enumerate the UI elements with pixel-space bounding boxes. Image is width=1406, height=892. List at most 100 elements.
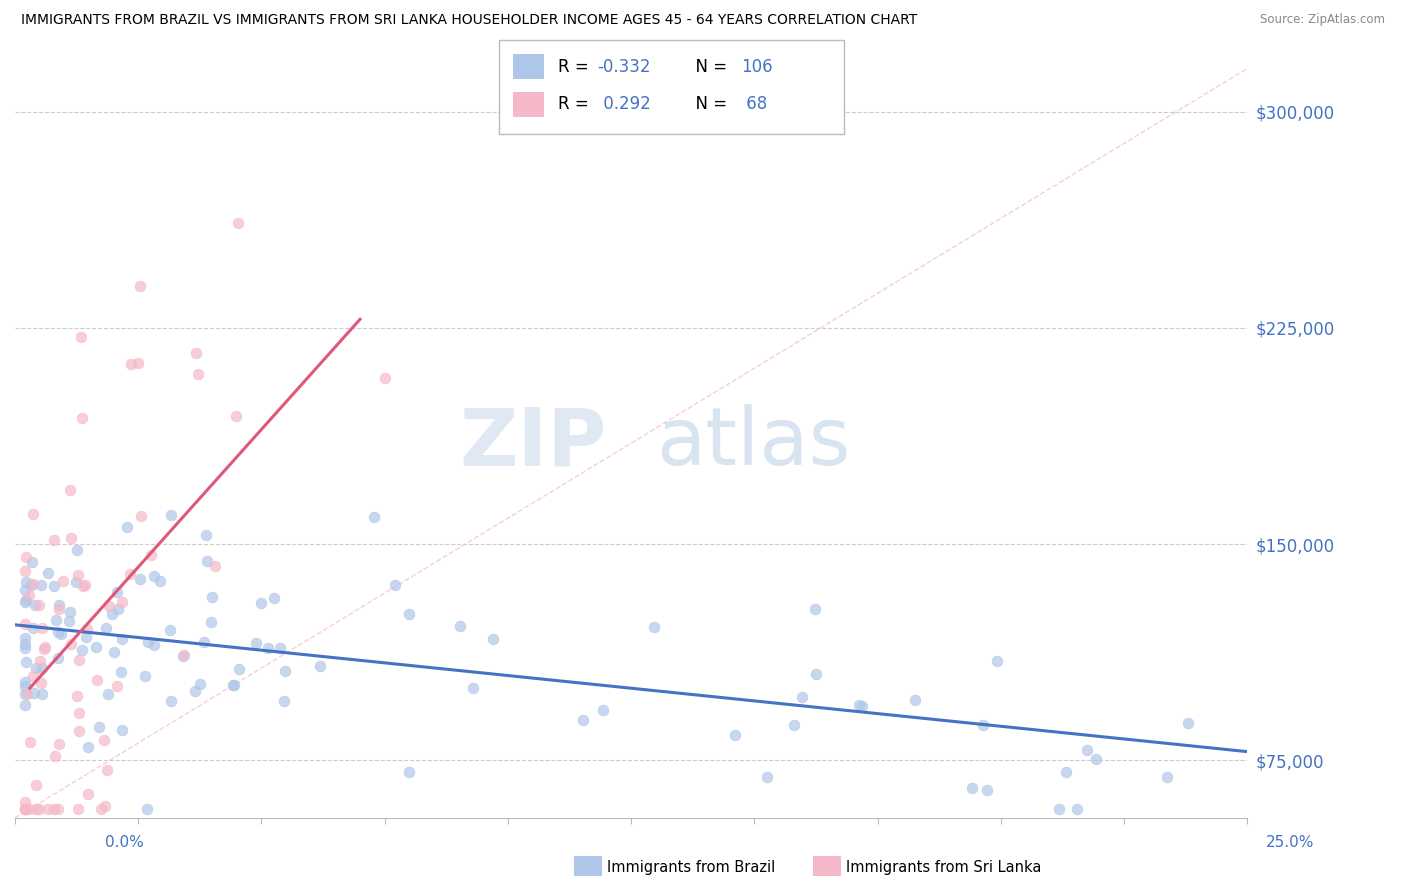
Point [756,770,779,784]
Point [129,279,152,293]
Point [482,632,505,647]
Point [44,749,66,764]
Point [1156,770,1178,784]
Point [187,368,209,382]
Point [59,531,82,545]
Point [184,684,207,698]
Text: 0.292: 0.292 [598,95,651,113]
Point [30,676,52,690]
Point [46,651,69,665]
Point [592,703,614,717]
Point [94,798,117,813]
Point [25,661,48,675]
Point [374,371,396,385]
Point [67,706,90,721]
Point [42,533,65,547]
Point [309,658,332,673]
Text: -0.332: -0.332 [598,58,651,76]
Point [14,595,37,609]
Point [398,607,420,621]
Text: 106: 106 [741,58,772,76]
Point [643,620,665,634]
Point [48,602,70,616]
Point [904,692,927,706]
Point [94,622,117,636]
Point [14,636,37,650]
Point [32,642,55,657]
Point [111,723,134,737]
Point [30,578,52,592]
Point [48,598,70,612]
Point [136,635,159,649]
Point [1066,802,1088,816]
Point [129,509,152,524]
Text: Source: ZipAtlas.com: Source: ZipAtlas.com [1260,13,1385,27]
Point [25,778,48,792]
Point [31,687,53,701]
Point [101,607,124,621]
Point [14,802,37,816]
Text: atlas: atlas [655,404,851,483]
Point [18,588,41,602]
Point [86,673,108,687]
Text: IMMIGRANTS FROM BRAZIL VS IMMIGRANTS FROM SRI LANKA HOUSEHOLDER INCOME AGES 45 -: IMMIGRANTS FROM BRAZIL VS IMMIGRANTS FRO… [21,13,917,28]
Point [31,621,53,635]
Point [15,687,38,701]
Text: Immigrants from Sri Lanka: Immigrants from Sri Lanka [846,860,1042,874]
Point [1177,715,1199,730]
Point [24,598,46,612]
Point [45,613,67,627]
Point [572,713,595,727]
Point [110,665,132,679]
Point [792,690,814,705]
Point [14,687,37,701]
Point [97,687,120,701]
Point [127,356,149,370]
Point [14,698,37,712]
Point [1085,752,1108,766]
Point [22,577,45,591]
Point [804,667,827,681]
Point [66,802,89,816]
Point [66,689,89,703]
Point [46,624,69,639]
Point [384,578,406,592]
Point [783,718,806,732]
Point [70,330,93,344]
Point [97,599,120,613]
Point [149,574,172,588]
Point [76,622,98,636]
Point [14,795,37,809]
Point [14,802,37,816]
Point [37,566,59,580]
Point [449,619,471,633]
Text: 25.0%: 25.0% [1267,836,1315,850]
Point [135,802,157,816]
Point [42,802,65,816]
Point [21,669,44,683]
Point [195,553,218,567]
Point [73,578,96,592]
Text: ZIP: ZIP [460,404,606,483]
Point [93,732,115,747]
Point [14,680,37,694]
Point [67,723,90,738]
Point [142,638,165,652]
Point [273,694,295,708]
Point [22,507,45,521]
Point [14,802,37,816]
Point [972,718,994,732]
Point [14,583,37,598]
Point [90,802,112,816]
Text: R =: R = [558,95,595,113]
Point [58,614,80,628]
Point [86,640,108,654]
Point [22,686,45,700]
Point [245,636,267,650]
Point [14,549,37,564]
Point [14,640,37,655]
Point [960,780,983,795]
Point [115,520,138,534]
Point [52,574,75,589]
Text: R =: R = [558,58,595,76]
